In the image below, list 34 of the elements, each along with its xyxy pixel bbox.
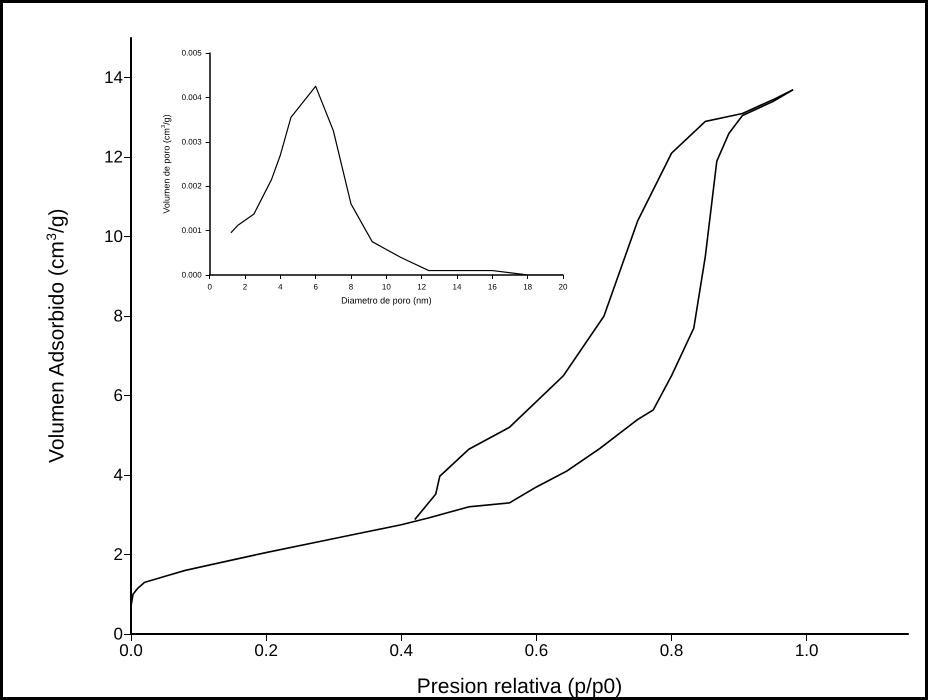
x-tick-label: 16 xyxy=(488,282,498,292)
x-tick-label: 0.6 xyxy=(524,641,548,660)
x-tick-label: 0.0 xyxy=(119,641,143,660)
y-axis-title: Volumen Adsorbido (cm3/g) xyxy=(44,208,68,463)
x-tick-label: 1.0 xyxy=(794,641,818,660)
x-tick-label: 6 xyxy=(313,282,318,292)
x-axis-title: Presion relativa (p/p0) xyxy=(416,675,622,698)
y-tick-label: 6 xyxy=(114,386,123,406)
y-tick-label: 0 xyxy=(114,624,123,644)
x-tick-label: 8 xyxy=(348,282,354,292)
y-tick-label: 0.005 xyxy=(182,48,202,58)
x-tick-label: 20 xyxy=(558,282,568,292)
x-tick-label: 14 xyxy=(452,282,462,292)
y-tick-label: 12 xyxy=(104,148,123,167)
y-tick-label: 0.000 xyxy=(182,270,202,280)
x-tick-label: 12 xyxy=(417,282,427,292)
y-tick-label: 0.004 xyxy=(182,92,202,102)
x-tick-label: 10 xyxy=(382,282,392,292)
x-tick-label: 0.2 xyxy=(254,641,278,660)
y-tick-label: 0.002 xyxy=(182,182,202,191)
y-tick-label: 0.003 xyxy=(182,137,202,146)
x-tick-label: 2 xyxy=(242,282,248,292)
x-axis-title: Diametro de poro (nm) xyxy=(341,295,432,306)
x-tick-label: 0.4 xyxy=(389,641,414,660)
x-tick-label: 18 xyxy=(523,282,533,292)
y-tick-label: 10 xyxy=(104,227,123,246)
y-tick-label: 2 xyxy=(114,545,123,564)
x-tick-label: 0 xyxy=(207,282,212,292)
y-tick-label: 0.001 xyxy=(182,226,202,236)
y-tick-label: 14 xyxy=(104,68,123,88)
x-tick-label: 0.8 xyxy=(660,641,684,660)
y-tick-label: 4 xyxy=(114,466,123,485)
y-tick-label: 8 xyxy=(114,306,123,326)
x-tick-label: 4 xyxy=(278,282,284,292)
